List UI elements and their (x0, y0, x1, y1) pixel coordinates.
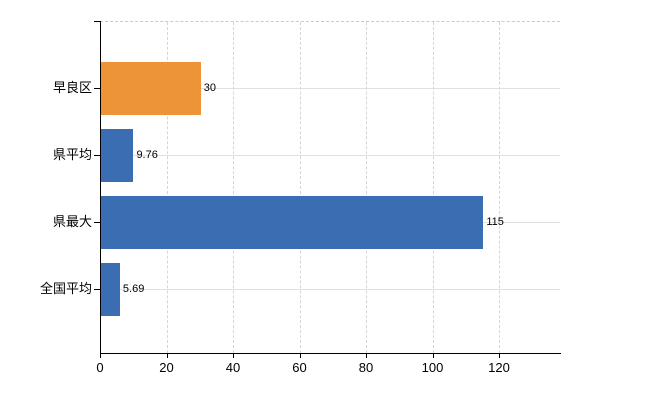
bar (101, 128, 134, 182)
x-tick-label: 60 (292, 360, 307, 375)
x-tick-label: 120 (488, 360, 510, 375)
x-tick-label: 20 (159, 360, 174, 375)
x-tick-label: 40 (225, 360, 241, 375)
y-axis-tick (94, 289, 100, 290)
category-label: 県平均 (52, 147, 92, 162)
x-tick-label: 80 (358, 360, 374, 375)
x-axis-tick (100, 353, 101, 358)
bar-value-label: 5.69 (122, 283, 145, 295)
category-label: 県最大 (52, 214, 92, 229)
horizontal-gridline (101, 88, 560, 89)
category-label: 早良区 (52, 80, 92, 95)
bar-value-label: 115 (486, 216, 504, 228)
x-tick-label: 100 (421, 360, 444, 375)
y-axis-tick (94, 21, 100, 22)
category-label: 全国平均 (39, 281, 92, 296)
bar (101, 195, 484, 249)
bar-value-label: 9.76 (136, 149, 158, 161)
vertical-gridline (299, 22, 301, 353)
y-axis-tick (94, 155, 100, 156)
x-axis-tick (166, 353, 168, 358)
bar (101, 61, 201, 115)
x-axis-tick (499, 353, 500, 358)
x-axis-tick (366, 353, 367, 358)
bar-value-label: 30 (203, 82, 216, 94)
x-axis-tick (233, 353, 234, 358)
y-axis-tick (94, 222, 100, 223)
y-axis-line (100, 21, 101, 353)
vertical-gridline (233, 22, 234, 353)
horizontal-gridline (101, 155, 560, 156)
vertical-gridline (499, 22, 500, 353)
vertical-gridline (432, 22, 434, 353)
bar (101, 262, 120, 316)
vertical-gridline (166, 22, 168, 353)
plot-top-border (100, 21, 560, 22)
y-axis-tick (94, 88, 100, 89)
x-tick-label: 0 (96, 360, 104, 375)
vertical-gridline (366, 22, 367, 353)
x-axis-tick (432, 353, 434, 358)
x-axis-line (100, 353, 561, 354)
x-axis-tick (299, 353, 301, 358)
horizontal-gridline (101, 289, 560, 290)
